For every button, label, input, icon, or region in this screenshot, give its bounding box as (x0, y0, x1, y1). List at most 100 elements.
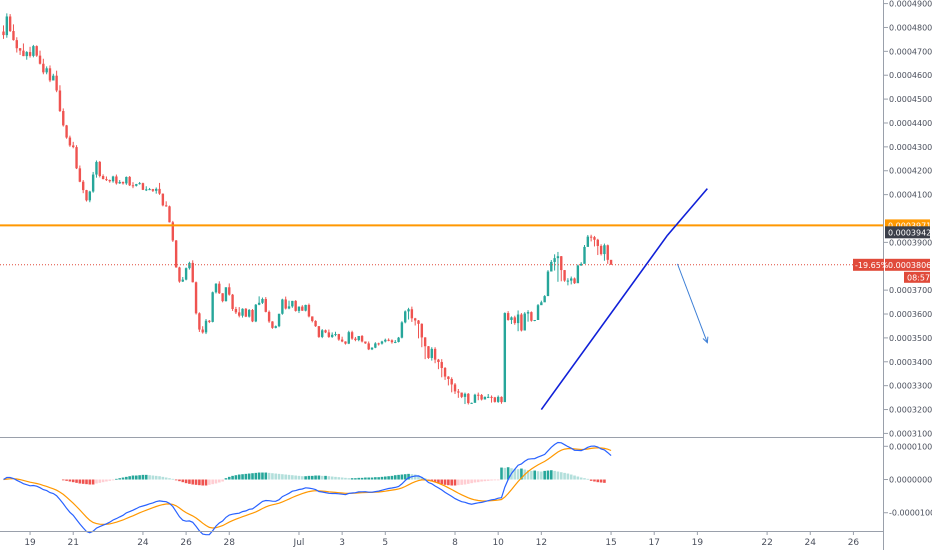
candle-body (377, 343, 380, 345)
macd-histogram-bar (75, 479, 78, 483)
candle-body (550, 261, 553, 272)
candle-body (184, 268, 188, 280)
macd-histogram-bar (384, 476, 387, 480)
macd-histogram-bar (350, 478, 354, 480)
macd-histogram-bar (101, 479, 105, 483)
candle-body (467, 393, 470, 404)
macd-histogram-bar (506, 467, 510, 480)
macd-histogram-bar (181, 479, 185, 483)
candle-body (267, 311, 271, 322)
macd-histogram-bar (65, 479, 68, 481)
time-tick-label: 15 (605, 538, 616, 548)
candle-body (384, 339, 387, 342)
candle-body (218, 283, 221, 294)
macd-histogram-bar (483, 479, 487, 482)
candle-body (251, 309, 254, 322)
macd-histogram-bar (231, 475, 234, 480)
macd-histogram-bar (503, 467, 507, 480)
candle-body (101, 175, 105, 180)
macd-histogram-bar (413, 474, 417, 480)
candle-body (244, 308, 248, 317)
time-tick-label: 24 (137, 538, 149, 548)
macd-histogram-bar (526, 470, 530, 480)
macd-histogram-bar (586, 478, 590, 480)
macd-histogram-bar (244, 473, 248, 480)
candle-body (75, 147, 78, 169)
macd-histogram-bar (473, 479, 477, 483)
macd-histogram-bar (450, 479, 453, 486)
macd-histogram-bar (516, 469, 520, 480)
macd-histogram-bar (85, 479, 88, 485)
time-axis[interactable]: 19 21 24 26 28 Jul 3 5 8 10 12 15 17 19 22 24 26 (24, 531, 859, 548)
macd-histogram-bar (543, 470, 546, 480)
candle-body (340, 339, 344, 342)
macd-histogram-bar (380, 476, 384, 480)
macd-histogram-bar (490, 479, 493, 481)
candle-body (543, 296, 546, 303)
candle-body (28, 52, 32, 56)
macd-histogram-bar (261, 472, 264, 480)
candle-body (22, 50, 25, 57)
candle-body (287, 306, 291, 309)
candle-body (211, 292, 214, 322)
candle-body (247, 309, 251, 317)
candle-body (460, 392, 463, 397)
macd-histogram-bar (423, 478, 427, 480)
macd-histogram-bar (443, 479, 447, 485)
candle-body (503, 313, 507, 403)
candle-body (447, 376, 450, 379)
macd-histogram-bar (88, 479, 92, 485)
change-percent-box (853, 258, 884, 271)
candle-body (42, 63, 45, 73)
candle-body (387, 339, 390, 341)
candle-body (88, 191, 92, 201)
candle-body (606, 245, 609, 260)
time-tick-label: 19 (692, 538, 704, 548)
macd-histogram-bar (221, 479, 224, 482)
macd-histogram-bar (128, 476, 131, 480)
candle-body (65, 125, 68, 138)
macd-histogram-bar (274, 473, 278, 480)
macd-histogram-bar (317, 475, 321, 480)
macd-histogram-bar (569, 474, 573, 480)
macd-histogram-bar (267, 472, 271, 480)
candle-body (390, 340, 394, 343)
countdown-label: 08:57 (907, 273, 930, 282)
candle-body (430, 348, 433, 358)
macd-histogram-bar (115, 478, 118, 480)
candle-body (523, 313, 526, 331)
candle-body (304, 304, 307, 311)
candle-body (370, 347, 374, 350)
macd-histogram-bar (344, 477, 347, 480)
candle-body (334, 334, 337, 336)
macd-histogram-bar (566, 473, 570, 480)
candle-body (261, 298, 264, 303)
macd-histogram-bar (556, 471, 560, 480)
macd-histogram-bar (68, 479, 72, 482)
support-trendline (540, 234, 669, 411)
macd-histogram-bar (171, 478, 175, 480)
macd-histogram-bar (204, 479, 208, 486)
candle-body (138, 183, 141, 185)
candle-body (264, 298, 267, 312)
macd-histogram-bar (78, 479, 82, 484)
candle-body (321, 330, 324, 337)
candle-body (178, 267, 181, 282)
candle-body (407, 309, 410, 312)
candle-body (324, 330, 327, 333)
macd-histogram-bar (301, 476, 304, 480)
candle-body (480, 394, 483, 400)
candle-body (194, 282, 198, 314)
macd-histogram-bar (447, 479, 450, 486)
time-tick-label: 22 (761, 538, 772, 548)
candle-body (95, 161, 98, 175)
macd-histogram-bar (105, 479, 108, 482)
macd-histogram-bar (374, 477, 377, 480)
